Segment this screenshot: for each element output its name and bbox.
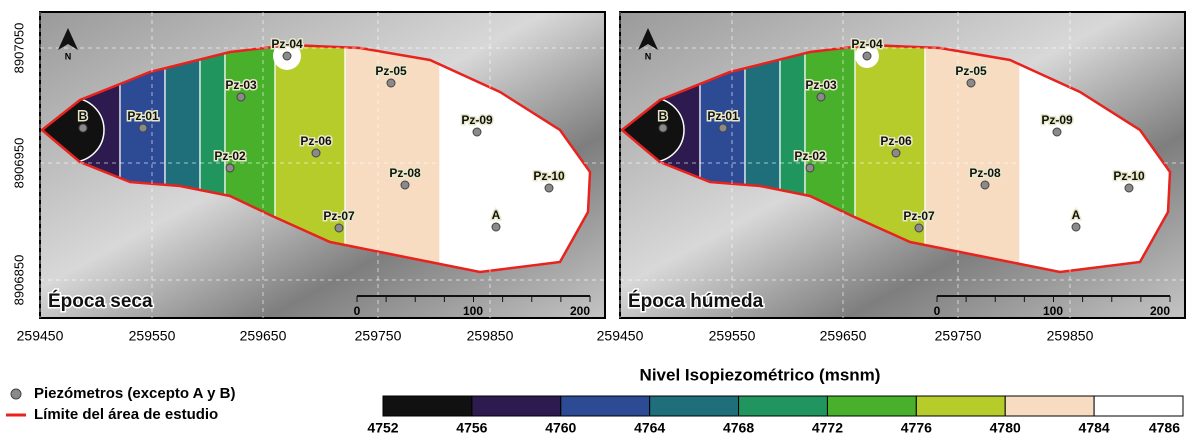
colorbar-cell: [1005, 396, 1094, 416]
colorbar-tick-label: 4776: [901, 420, 932, 436]
well-label: Pz-02: [214, 149, 246, 163]
piezometer: [226, 164, 234, 172]
figure: B Pz-01 Pz-02 Pz-03 Pz-04 Pz-05 Pz-06 Pz-07 Pz-0…: [0, 0, 1199, 439]
well-label: Pz-06: [880, 134, 912, 148]
colorbar-cell: [739, 396, 828, 416]
x-tick-label: 259450: [597, 328, 644, 344]
colorbar-tick-label: 4752: [367, 420, 398, 436]
colorbar-tick-label: 4772: [812, 420, 843, 436]
well-label: Pz-06: [300, 134, 332, 148]
well-label: A: [1072, 208, 1081, 222]
well-label: Pz-10: [533, 169, 565, 183]
piezometer: [139, 124, 147, 132]
scale-label: 100: [463, 304, 483, 318]
colorbar-tick-label: 4780: [990, 420, 1021, 436]
colorbar-cell: [383, 396, 472, 416]
well-label: Pz-09: [461, 113, 493, 127]
colorbar-cell: [561, 396, 650, 416]
colorbar-cell: [1094, 396, 1183, 416]
piezometer: [545, 184, 553, 192]
x-tick-label: 259650: [240, 328, 287, 344]
colorbar-tick-label: 4756: [456, 420, 487, 436]
well-label: Pz-03: [225, 78, 257, 92]
piezometer: [863, 52, 871, 60]
panel-label: Época seca: [48, 290, 153, 312]
scale-label: 100: [1043, 304, 1063, 318]
piezometer: [659, 124, 667, 132]
well-label: Pz-07: [323, 209, 355, 223]
legend-label: Piezómetros (excepto A y B): [34, 385, 235, 402]
piezometer: [981, 181, 989, 189]
map-panel: B Pz-01 Pz-02 Pz-03 Pz-04 Pz-05 Pz-06 Pz-07 Pz-0…: [580, 0, 1185, 344]
well-label: Pz-08: [969, 166, 1001, 180]
well-label: B: [79, 109, 88, 123]
legend-marker: [11, 389, 21, 399]
piezometer: [473, 128, 481, 136]
colorbar-cell: [916, 396, 1005, 416]
well-label: Pz-04: [271, 37, 303, 51]
piezometer: [237, 93, 245, 101]
piezometer: [387, 79, 395, 87]
colorbar-tick-label: 4768: [723, 420, 754, 436]
well-label: Pz-01: [127, 109, 159, 123]
piezometer: [817, 93, 825, 101]
well-label: Pz-01: [707, 109, 739, 123]
colorbar-tick-label: 4786: [1149, 420, 1180, 436]
x-tick-label: 259750: [355, 328, 402, 344]
x-tick-label: 259650: [820, 328, 867, 344]
north-label: N: [645, 51, 652, 61]
piezometer: [892, 149, 900, 157]
scale-label: 0: [354, 304, 361, 318]
scale-label: 200: [1150, 304, 1170, 318]
colorbar-tick-label: 4760: [545, 420, 576, 436]
well-label: B: [659, 109, 668, 123]
well-label: Pz-07: [903, 209, 935, 223]
scale-label: 200: [570, 304, 590, 318]
piezometer: [719, 124, 727, 132]
colorbar-cell: [472, 396, 561, 416]
x-tick-label: 259850: [467, 328, 514, 344]
well-label: Pz-05: [375, 64, 407, 78]
well-label: Pz-04: [851, 37, 883, 51]
piezometer: [401, 181, 409, 189]
colorbar-cell: [650, 396, 739, 416]
panel-label: Época húmeda: [628, 290, 764, 312]
piezometer: [283, 52, 291, 60]
piezometer: [335, 224, 343, 232]
x-tick-label: 259450: [17, 328, 64, 344]
well-label: Pz-03: [805, 78, 837, 92]
piezometer: [1125, 184, 1133, 192]
colorbar-tick-label: 4784: [1079, 420, 1110, 436]
scale-label: 0: [934, 304, 941, 318]
y-tick-label: 8907050: [11, 23, 26, 74]
piezometer: [312, 149, 320, 157]
x-tick-label: 259550: [129, 328, 176, 344]
x-tick-label: 259550: [709, 328, 756, 344]
piezometer: [79, 124, 87, 132]
legend-label: Límite del área de estudio: [34, 406, 218, 423]
x-tick-label: 259750: [935, 328, 982, 344]
piezometer: [967, 79, 975, 87]
well-label: Pz-10: [1113, 169, 1145, 183]
colorbar-tick-label: 4764: [634, 420, 665, 436]
well-label: Pz-09: [1041, 113, 1073, 127]
map-panel: B Pz-01 Pz-02 Pz-03 Pz-04 Pz-05 Pz-06 Pz-07 Pz-0…: [0, 0, 605, 344]
y-tick-label: 8906850: [11, 255, 26, 306]
piezometer: [1072, 223, 1080, 231]
well-label: A: [492, 208, 501, 222]
colorbar-title: Nivel Isopiezométrico (msnm): [640, 365, 881, 384]
y-tick-label: 8906950: [11, 138, 26, 189]
north-label: N: [65, 51, 72, 61]
colorbar-cell: [827, 396, 916, 416]
piezometer: [806, 164, 814, 172]
x-tick-label: 259850: [1047, 328, 1094, 344]
well-label: Pz-08: [389, 166, 421, 180]
well-label: Pz-02: [794, 149, 826, 163]
well-label: Pz-05: [955, 64, 987, 78]
piezometer: [1053, 128, 1061, 136]
piezometer: [915, 224, 923, 232]
piezometer: [492, 223, 500, 231]
